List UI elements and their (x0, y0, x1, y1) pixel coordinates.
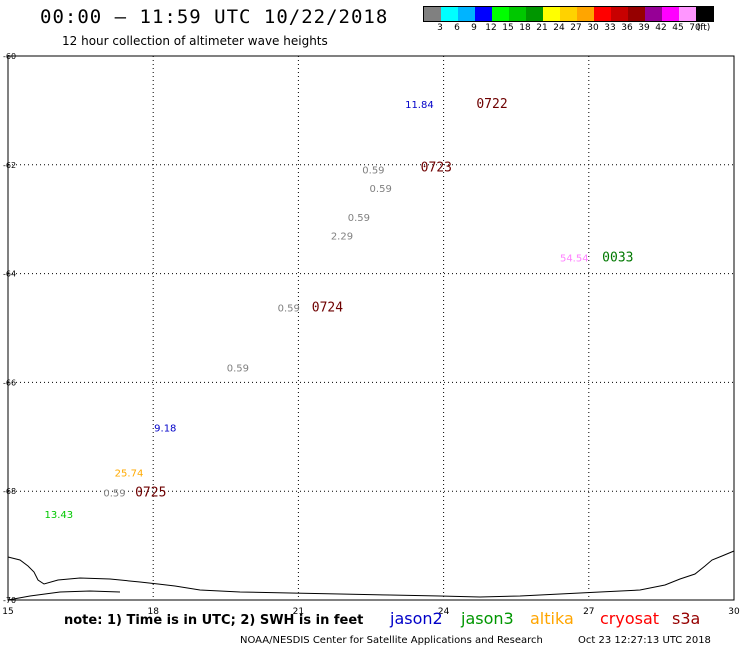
legend-label: 30 (587, 23, 599, 33)
legend-swatch (441, 7, 458, 21)
pass-time-label: 0725 (135, 485, 166, 500)
map-frame (7, 55, 735, 601)
wave-height-label: 0.59 (348, 213, 370, 224)
wave-height-label: 2.29 (331, 232, 353, 243)
legend-label: 39 (638, 23, 650, 33)
legend-swatch (509, 7, 526, 21)
y-tick-label: -66 (3, 378, 16, 387)
wave-height-label: 13.43 (44, 510, 73, 521)
legend-swatch (628, 7, 645, 21)
y-tick-label: -60 (3, 52, 16, 61)
legend-swatch (526, 7, 543, 21)
legend-label: (ft) (696, 23, 711, 33)
x-tick-label: 27 (583, 607, 594, 617)
legend-label: 6 (454, 23, 460, 33)
legend-swatch (475, 7, 492, 21)
page-subtitle: 12 hour collection of altimeter wave hei… (62, 34, 328, 48)
wave-height-label: 0.59 (227, 364, 249, 375)
x-tick-label: 30 (728, 607, 740, 617)
legend-label: 12 (485, 23, 497, 33)
legend-swatch (611, 7, 628, 21)
wave-height-label: 25.74 (115, 469, 144, 480)
pass-time-label: 0033 (602, 250, 633, 265)
y-tick-label: -70 (3, 596, 16, 605)
satellite-jason2: jason2 (390, 609, 443, 628)
pass-time-label: 0724 (312, 300, 343, 315)
legend-swatch (543, 7, 560, 21)
wave-height-label: 0.59 (362, 166, 384, 177)
legend-label: 3 (437, 23, 443, 33)
legend-swatch (679, 7, 696, 21)
x-tick-label: 18 (147, 607, 159, 617)
wave-height-label: 0.59 (103, 488, 125, 499)
y-tick-label: -64 (3, 270, 16, 279)
legend-swatch (594, 7, 611, 21)
legend-label: 27 (570, 23, 582, 33)
legend-label: 36 (621, 23, 633, 33)
legend-swatch (577, 7, 594, 21)
satellite-jason3: jason3 (461, 609, 514, 628)
page-title: 00:00 – 11:59 UTC 10/22/2018 (40, 6, 389, 28)
x-tick-label: 15 (2, 607, 13, 617)
color-scale-legend (423, 6, 714, 22)
legend-label: 15 (502, 23, 514, 33)
wave-height-label: 0.59 (370, 184, 392, 195)
credit-line: NOAA/NESDIS Center for Satellite Applica… (240, 635, 543, 646)
legend-swatch (645, 7, 662, 21)
legend-label: 24 (553, 23, 565, 33)
y-tick-label: -68 (3, 487, 16, 496)
coastline-shelf (7, 590, 121, 601)
legend-swatch (458, 7, 475, 21)
pass-time-label: 0722 (476, 97, 507, 112)
y-tick-label: -62 (3, 161, 16, 170)
legend-swatch (662, 7, 679, 21)
legend-label: 42 (655, 23, 667, 33)
x-tick-label: 24 (438, 607, 450, 617)
legend-swatch (424, 7, 441, 21)
coastline (7, 550, 735, 598)
legend-label: 9 (471, 23, 477, 33)
footnote: note: 1) Time is in UTC; 2) SWH is in fe… (64, 613, 364, 628)
legend-label: 33 (604, 23, 616, 33)
satellite-cryosat: cryosat (600, 609, 660, 628)
wave-height-label: 9.18 (154, 424, 176, 435)
legend-label: 70 (689, 23, 701, 33)
wave-height-label: 0.59 (278, 303, 300, 314)
satellite-s3a: s3a (672, 609, 701, 628)
wave-height-label: 11.84 (405, 100, 434, 111)
legend-swatch (492, 7, 509, 21)
satellite-altika: altika (530, 609, 574, 628)
legend-swatch (696, 7, 713, 21)
legend-label: 21 (536, 23, 548, 33)
wave-height-label: 54.54 (560, 253, 589, 264)
generated-timestamp: Oct 23 12:27:13 UTC 2018 (578, 635, 711, 646)
legend-label: 45 (672, 23, 684, 33)
legend-label: 18 (519, 23, 531, 33)
pass-time-label: 0723 (421, 161, 452, 176)
legend-swatch (560, 7, 577, 21)
x-tick-label: 21 (293, 607, 304, 617)
